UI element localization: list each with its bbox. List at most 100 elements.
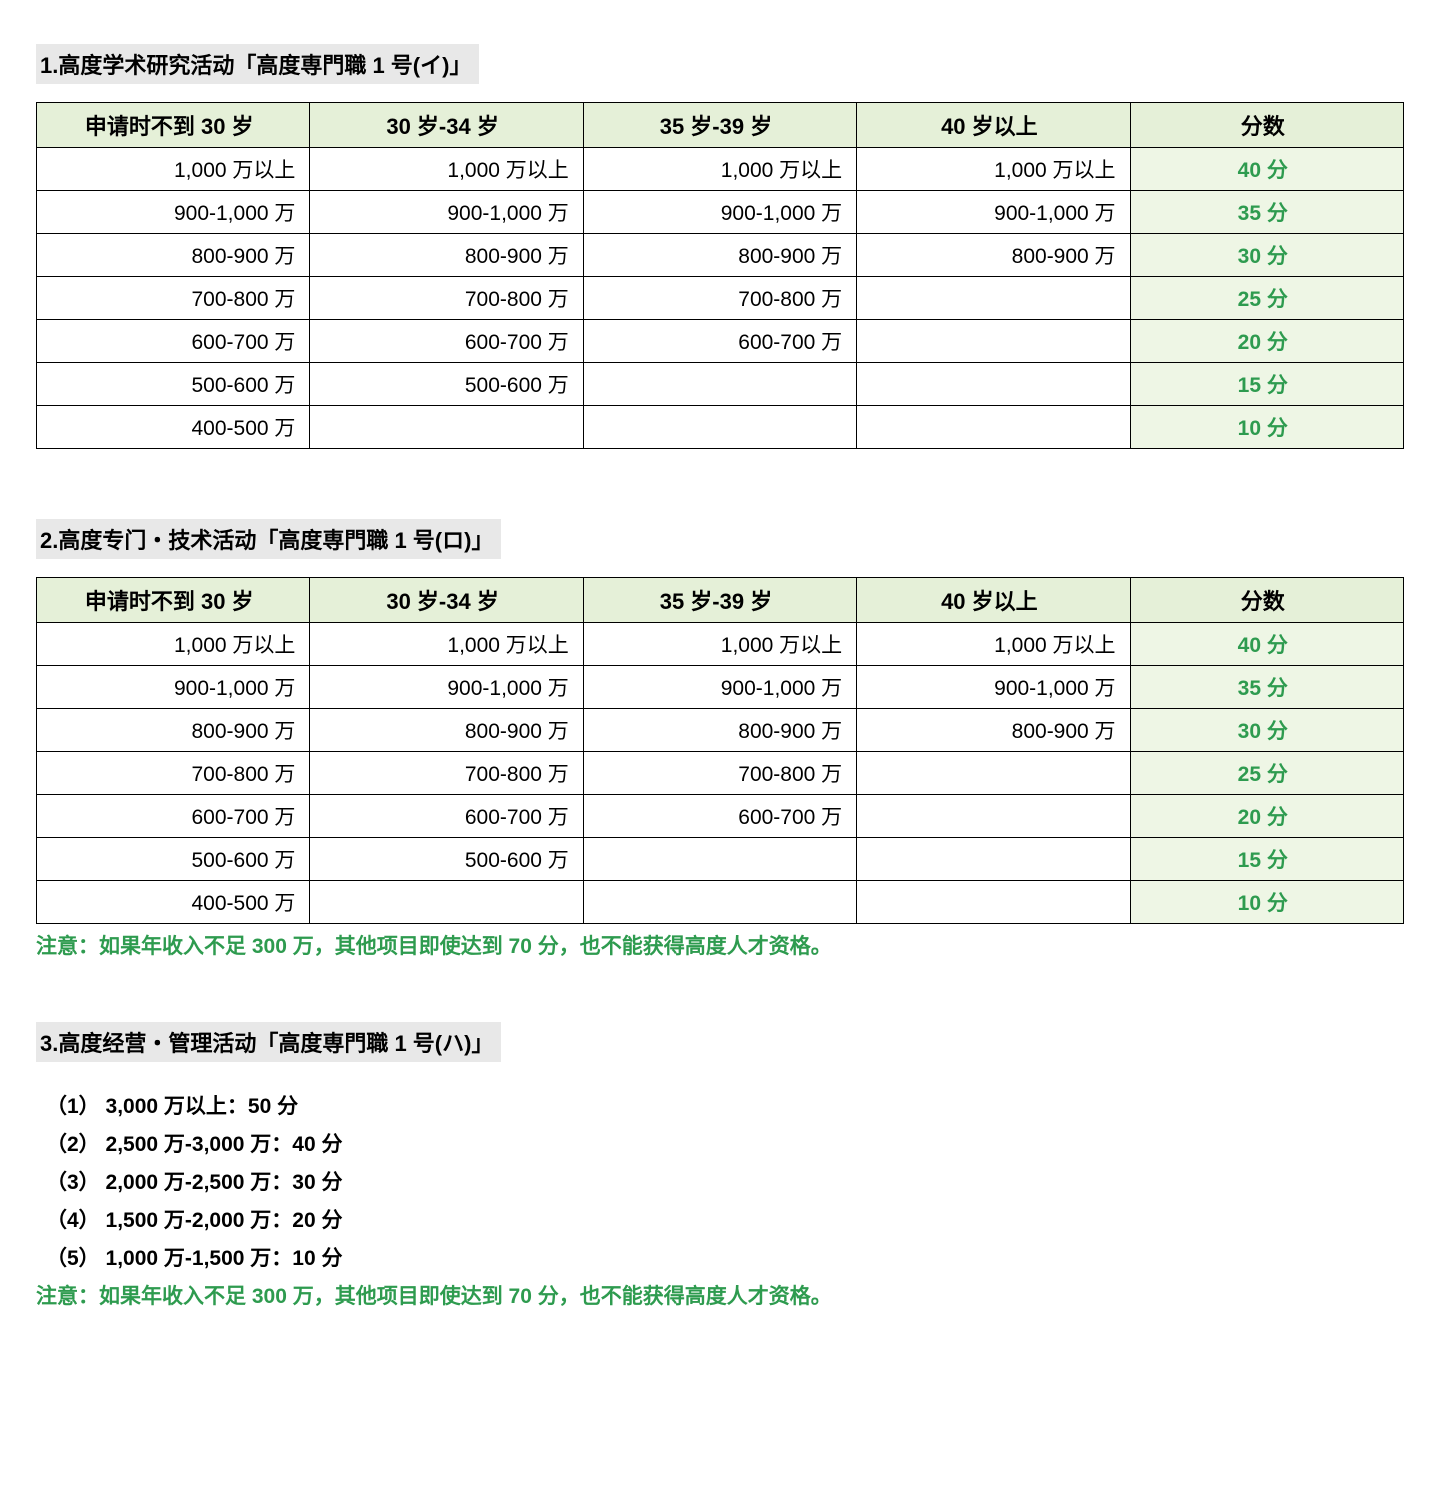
value-cell [857, 752, 1130, 795]
score-cell: 10 分 [1130, 406, 1403, 449]
table-row: 1,000 万以上1,000 万以上1,000 万以上1,000 万以上40 分 [37, 148, 1404, 191]
value-cell: 600-700 万 [37, 795, 310, 838]
value-cell: 700-800 万 [37, 277, 310, 320]
table-row: 700-800 万700-800 万700-800 万25 分 [37, 752, 1404, 795]
value-cell: 900-1,000 万 [857, 191, 1130, 234]
value-cell [310, 881, 583, 924]
table-row: 500-600 万500-600 万 15 分 [37, 363, 1404, 406]
section2-tbody: 1,000 万以上1,000 万以上1,000 万以上1,000 万以上40 分… [37, 623, 1404, 924]
value-cell: 800-900 万 [857, 709, 1130, 752]
section2-table: 申请时不到 30 岁 30 岁-34 岁 35 岁-39 岁 40 岁以上 分数… [36, 577, 1404, 924]
value-cell: 1,000 万以上 [37, 148, 310, 191]
section1-table: 申请时不到 30 岁 30 岁-34 岁 35 岁-39 岁 40 岁以上 分数… [36, 102, 1404, 449]
value-cell: 1,000 万以上 [310, 623, 583, 666]
value-cell: 900-1,000 万 [583, 191, 856, 234]
table-header-row: 申请时不到 30 岁 30 岁-34 岁 35 岁-39 岁 40 岁以上 分数 [37, 578, 1404, 623]
value-cell: 600-700 万 [37, 320, 310, 363]
value-cell: 1,000 万以上 [37, 623, 310, 666]
score-cell: 20 分 [1130, 795, 1403, 838]
value-cell: 900-1,000 万 [37, 666, 310, 709]
value-cell: 1,000 万以上 [857, 148, 1130, 191]
value-cell: 900-1,000 万 [583, 666, 856, 709]
table-row: 500-600 万500-600 万15 分 [37, 838, 1404, 881]
value-cell: 400-500 万 [37, 406, 310, 449]
table-row: 400-500 万 10 分 [37, 406, 1404, 449]
section2-title: 2.高度专门・技术活动「高度専門職 1 号(ロ)」 [36, 519, 501, 559]
table-row: 400-500 万 10 分 [37, 881, 1404, 924]
value-cell: 800-900 万 [37, 234, 310, 277]
value-cell: 700-800 万 [310, 277, 583, 320]
table-row: 800-900 万800-900 万800-900 万800-900 万30 分 [37, 709, 1404, 752]
table-row: 700-800 万700-800 万700-800 万25 分 [37, 277, 1404, 320]
value-cell: 700-800 万 [310, 752, 583, 795]
value-cell [857, 795, 1130, 838]
col-header-score: 分数 [1130, 578, 1403, 623]
table-row: 900-1,000 万900-1,000 万900-1,000 万900-1,0… [37, 191, 1404, 234]
score-cell: 25 分 [1130, 752, 1403, 795]
list-item: （5） 1,000 万-1,500 万：10 分 [46, 1242, 1404, 1272]
score-cell: 30 分 [1130, 709, 1403, 752]
value-cell: 500-600 万 [310, 363, 583, 406]
score-cell: 10 分 [1130, 881, 1403, 924]
section3-list: （1） 3,000 万以上：50 分 （2） 2,500 万-3,000 万：40… [46, 1090, 1404, 1272]
value-cell: 900-1,000 万 [310, 666, 583, 709]
value-cell [857, 838, 1130, 881]
value-cell: 500-600 万 [37, 363, 310, 406]
value-cell [857, 406, 1130, 449]
value-cell [583, 881, 856, 924]
score-cell: 30 分 [1130, 234, 1403, 277]
section2-note: 注意：如果年收入不足 300 万，其他项目即使达到 70 分，也不能获得高度人才… [36, 930, 1404, 960]
value-cell [583, 838, 856, 881]
value-cell: 600-700 万 [310, 795, 583, 838]
table-header-row: 申请时不到 30 岁 30 岁-34 岁 35 岁-39 岁 40 岁以上 分数 [37, 103, 1404, 148]
value-cell: 600-700 万 [310, 320, 583, 363]
value-cell: 1,000 万以上 [583, 623, 856, 666]
score-cell: 40 分 [1130, 623, 1403, 666]
table-row: 1,000 万以上1,000 万以上1,000 万以上1,000 万以上40 分 [37, 623, 1404, 666]
table-row: 900-1,000 万900-1,000 万900-1,000 万900-1,0… [37, 666, 1404, 709]
score-cell: 15 分 [1130, 363, 1403, 406]
col-header: 40 岁以上 [857, 578, 1130, 623]
value-cell: 700-800 万 [583, 752, 856, 795]
col-header: 申请时不到 30 岁 [37, 578, 310, 623]
list-item: （1） 3,000 万以上：50 分 [46, 1090, 1404, 1120]
table-row: 600-700 万600-700 万600-700 万20 分 [37, 795, 1404, 838]
value-cell: 800-900 万 [310, 234, 583, 277]
value-cell: 900-1,000 万 [310, 191, 583, 234]
score-cell: 15 分 [1130, 838, 1403, 881]
value-cell [583, 363, 856, 406]
list-item: （2） 2,500 万-3,000 万：40 分 [46, 1128, 1404, 1158]
value-cell: 1,000 万以上 [310, 148, 583, 191]
table-row: 600-700 万600-700 万600-700 万20 分 [37, 320, 1404, 363]
section3-title: 3.高度经营・管理活动「高度専門職 1 号(ハ)」 [36, 1022, 501, 1062]
table-row: 800-900 万800-900 万800-900 万800-900 万30 分 [37, 234, 1404, 277]
value-cell: 400-500 万 [37, 881, 310, 924]
section1-tbody: 1,000 万以上1,000 万以上1,000 万以上1,000 万以上40 分… [37, 148, 1404, 449]
value-cell: 900-1,000 万 [857, 666, 1130, 709]
score-cell: 35 分 [1130, 666, 1403, 709]
value-cell: 800-900 万 [37, 709, 310, 752]
score-cell: 20 分 [1130, 320, 1403, 363]
list-item: （4） 1,500 万-2,000 万：20 分 [46, 1204, 1404, 1234]
value-cell [857, 881, 1130, 924]
score-cell: 40 分 [1130, 148, 1403, 191]
col-header: 40 岁以上 [857, 103, 1130, 148]
value-cell [310, 406, 583, 449]
col-header-score: 分数 [1130, 103, 1403, 148]
value-cell: 600-700 万 [583, 795, 856, 838]
col-header: 申请时不到 30 岁 [37, 103, 310, 148]
value-cell: 800-900 万 [583, 234, 856, 277]
value-cell: 600-700 万 [583, 320, 856, 363]
value-cell [857, 363, 1130, 406]
value-cell: 800-900 万 [857, 234, 1130, 277]
value-cell: 800-900 万 [583, 709, 856, 752]
col-header: 35 岁-39 岁 [583, 103, 856, 148]
col-header: 30 岁-34 岁 [310, 103, 583, 148]
score-cell: 25 分 [1130, 277, 1403, 320]
score-cell: 35 分 [1130, 191, 1403, 234]
value-cell: 500-600 万 [310, 838, 583, 881]
value-cell: 1,000 万以上 [583, 148, 856, 191]
value-cell: 700-800 万 [37, 752, 310, 795]
value-cell: 700-800 万 [583, 277, 856, 320]
list-item: （3） 2,000 万-2,500 万：30 分 [46, 1166, 1404, 1196]
